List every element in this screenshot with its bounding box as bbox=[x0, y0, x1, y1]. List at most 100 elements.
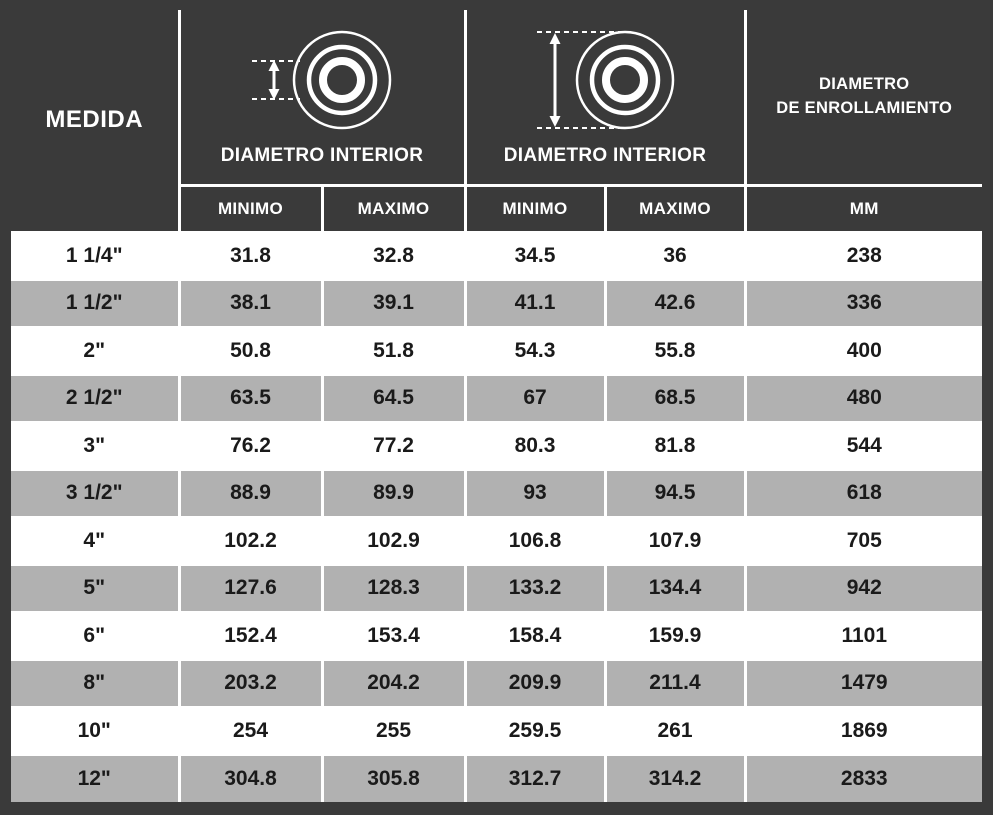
inner-minimo-cell: 127.6 bbox=[177, 563, 324, 614]
enrollamiento-cell: 618 bbox=[743, 468, 984, 519]
inner-minimo-cell: 304.8 bbox=[177, 753, 324, 804]
table-row: 2" 50.8 51.8 54.3 55.8 400 bbox=[9, 325, 984, 376]
inner-minimo-cell: 203.2 bbox=[177, 658, 324, 709]
medida-cell: 5" bbox=[9, 563, 181, 614]
medida-cell: 6" bbox=[9, 610, 181, 661]
outer-minimo-cell: 259.5 bbox=[463, 705, 607, 756]
outer-minimo-header: MINIMO bbox=[463, 183, 607, 234]
medida-cell: 1 1/4" bbox=[9, 230, 181, 281]
enrollamiento-cell: 942 bbox=[743, 563, 984, 614]
inner-minimo-header: MINIMO bbox=[177, 183, 324, 234]
winding-diameter-header: DIAMETRO DE ENROLLAMIENTO bbox=[743, 8, 984, 187]
outer-diameter-label: DIAMETRO INTERIOR bbox=[503, 144, 707, 166]
outer-minimo-cell: 106.8 bbox=[463, 515, 607, 566]
inner-maximo-cell: 77.2 bbox=[320, 420, 467, 471]
outer-maximo-cell: 211.4 bbox=[603, 658, 747, 709]
inner-minimo-cell: 152.4 bbox=[177, 610, 324, 661]
enrollamiento-cell: 336 bbox=[743, 278, 984, 329]
outer-maximo-cell: 36 bbox=[603, 230, 747, 281]
table-body: 1 1/4" 31.8 32.8 34.5 36 238 1 1/2" 38.1 39.1 41.… bbox=[9, 230, 984, 804]
spec-table: MEDIDA bbox=[9, 8, 984, 804]
table-row: 6" 152.4 153.4 158.4 159.9 1101 bbox=[9, 610, 984, 661]
table-row: 10" 254 255 259.5 261 1869 bbox=[9, 705, 984, 756]
outer-maximo-cell: 314.2 bbox=[603, 753, 747, 804]
outer-maximo-cell: 81.8 bbox=[603, 420, 747, 471]
outer-maximo-cell: 159.9 bbox=[603, 610, 747, 661]
inner-minimo-cell: 50.8 bbox=[177, 325, 324, 376]
outer-maximo-cell: 68.5 bbox=[603, 373, 747, 424]
inner-maximo-cell: 204.2 bbox=[320, 658, 467, 709]
outer-minimo-cell: 80.3 bbox=[463, 420, 607, 471]
inner-minimo-cell: 254 bbox=[177, 705, 324, 756]
inner-maximo-cell: 39.1 bbox=[320, 278, 467, 329]
outer-minimo-cell: 158.4 bbox=[463, 610, 607, 661]
outer-minimo-cell: 209.9 bbox=[463, 658, 607, 709]
inner-diameter-coil-icon bbox=[182, 21, 462, 143]
inner-minimo-cell: 63.5 bbox=[177, 373, 324, 424]
inner-diameter-label: DIAMETRO INTERIOR bbox=[220, 144, 424, 166]
inner-minimo-cell: 31.8 bbox=[177, 230, 324, 281]
inner-maximo-cell: 32.8 bbox=[320, 230, 467, 281]
inner-maximo-cell: 89.9 bbox=[320, 468, 467, 519]
table-row: 8" 203.2 204.2 209.9 211.4 1479 bbox=[9, 658, 984, 709]
enrollamiento-cell: 2833 bbox=[743, 753, 984, 804]
enrollamiento-cell: 400 bbox=[743, 325, 984, 376]
inner-minimo-cell: 102.2 bbox=[177, 515, 324, 566]
inner-maximo-cell: 255 bbox=[320, 705, 467, 756]
outer-maximo-cell: 94.5 bbox=[603, 468, 747, 519]
outer-minimo-cell: 34.5 bbox=[463, 230, 607, 281]
enrollamiento-cell: 480 bbox=[743, 373, 984, 424]
outer-maximo-cell: 107.9 bbox=[603, 515, 747, 566]
inner-maximo-cell: 51.8 bbox=[320, 325, 467, 376]
inner-maximo-cell: 305.8 bbox=[320, 753, 467, 804]
enrollamiento-cell: 705 bbox=[743, 515, 984, 566]
table-row: 3" 76.2 77.2 80.3 81.8 544 bbox=[9, 420, 984, 471]
table-row: 5" 127.6 128.3 133.2 134.4 942 bbox=[9, 563, 984, 614]
outer-minimo-cell: 54.3 bbox=[463, 325, 607, 376]
inner-minimo-cell: 76.2 bbox=[177, 420, 324, 471]
outer-maximo-cell: 42.6 bbox=[603, 278, 747, 329]
inner-minimo-cell: 38.1 bbox=[177, 278, 324, 329]
winding-diameter-line1: DIAMETRO bbox=[819, 74, 910, 93]
enrollamiento-cell: 1101 bbox=[743, 610, 984, 661]
mm-unit-header: MM bbox=[743, 183, 984, 234]
medida-cell: 2" bbox=[9, 325, 181, 376]
medida-cell: 12" bbox=[9, 753, 181, 804]
medida-cell: 8" bbox=[9, 658, 181, 709]
medida-cell: 4" bbox=[9, 515, 181, 566]
inner-maximo-cell: 64.5 bbox=[320, 373, 467, 424]
medida-cell: 10" bbox=[9, 705, 181, 756]
outer-maximo-header: MAXIMO bbox=[603, 183, 747, 234]
medida-cell: 3 1/2" bbox=[9, 468, 181, 519]
inner-minimo-cell: 88.9 bbox=[177, 468, 324, 519]
outer-maximo-cell: 55.8 bbox=[603, 325, 747, 376]
inner-diameter-header: DIAMETRO INTERIOR bbox=[177, 8, 467, 187]
table-row: 1 1/4" 31.8 32.8 34.5 36 238 bbox=[9, 230, 984, 281]
inner-maximo-cell: 128.3 bbox=[320, 563, 467, 614]
enrollamiento-cell: 1869 bbox=[743, 705, 984, 756]
header-sub-row: MINIMO MAXIMO MINIMO MAXIMO MM bbox=[11, 183, 984, 234]
medida-cell: 3" bbox=[9, 420, 181, 471]
enrollamiento-cell: 544 bbox=[743, 420, 984, 471]
table-row: 12" 304.8 305.8 312.7 314.2 2833 bbox=[9, 753, 984, 804]
outer-minimo-cell: 312.7 bbox=[463, 753, 607, 804]
table-row: 3 1/2" 88.9 89.9 93 94.5 618 bbox=[9, 468, 984, 519]
outer-minimo-cell: 41.1 bbox=[463, 278, 607, 329]
outer-minimo-cell: 67 bbox=[463, 373, 607, 424]
table-row: 2 1/2" 63.5 64.5 67 68.5 480 bbox=[9, 373, 984, 424]
table-row: 1 1/2" 38.1 39.1 41.1 42.6 336 bbox=[9, 278, 984, 329]
outer-maximo-cell: 261 bbox=[603, 705, 747, 756]
winding-diameter-line2: DE ENROLLAMIENTO bbox=[776, 98, 953, 117]
inner-maximo-cell: 153.4 bbox=[320, 610, 467, 661]
medida-cell: 2 1/2" bbox=[9, 373, 181, 424]
header-group-row: MEDIDA bbox=[9, 8, 984, 234]
medida-header: MEDIDA bbox=[9, 8, 181, 234]
outer-maximo-cell: 134.4 bbox=[603, 563, 747, 614]
enrollamiento-cell: 1479 bbox=[743, 658, 984, 709]
outer-diameter-header: DIAMETRO INTERIOR bbox=[463, 8, 747, 187]
outer-minimo-cell: 93 bbox=[463, 468, 607, 519]
inner-maximo-cell: 102.9 bbox=[320, 515, 467, 566]
medida-cell: 1 1/2" bbox=[9, 278, 181, 329]
outer-minimo-cell: 133.2 bbox=[463, 563, 607, 614]
